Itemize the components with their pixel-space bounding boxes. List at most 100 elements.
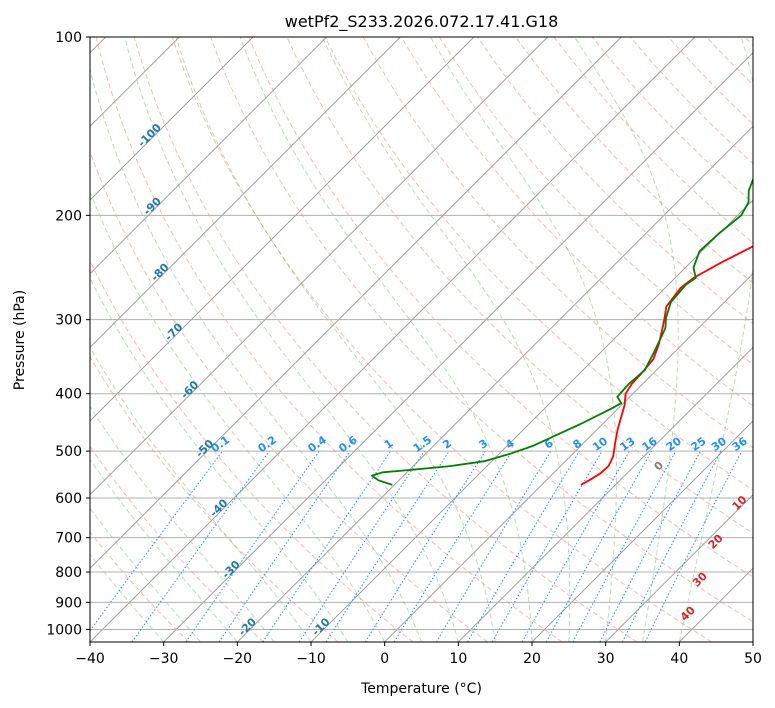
x-tick-label: −10 bbox=[296, 651, 326, 667]
line-labels: -100-90-80-70-60-50-40-30-20 -100.1 0.2 0.4… bbox=[135, 121, 750, 639]
mixing-ratio-line bbox=[435, 450, 552, 642]
mixing-ratio-label: 4 bbox=[503, 437, 517, 452]
isotherm-label: -90 bbox=[141, 194, 164, 217]
dry-adiabat-line bbox=[744, 37, 753, 47]
moist-adiabat-line bbox=[124, 37, 459, 642]
x-tick-label: 50 bbox=[744, 651, 762, 667]
moist-adiabat-line bbox=[90, 458, 238, 642]
y-tick-label: 100 bbox=[55, 30, 82, 46]
x-tick-label: 20 bbox=[523, 651, 541, 667]
isotherm-label: -60 bbox=[178, 378, 201, 401]
isotherm-line bbox=[457, 346, 753, 642]
isotherm-line bbox=[90, 37, 475, 422]
isotherm-line bbox=[605, 493, 753, 642]
sounding-series bbox=[371, 176, 753, 486]
isotherm-line bbox=[90, 37, 328, 275]
dry-adiabat-line bbox=[706, 37, 753, 86]
isotherm-line bbox=[531, 420, 753, 642]
mixing-ratio-label: 0.2 bbox=[256, 433, 279, 455]
moist-adiabat-line bbox=[90, 190, 386, 642]
x-axis: −40 −30 −20 −10 0 10 20 30 40 50 bbox=[75, 642, 762, 667]
dry-adiabat-line bbox=[210, 37, 753, 623]
isotherm-label: -40 bbox=[207, 496, 230, 519]
isotherm-line bbox=[90, 37, 549, 496]
isotherm-label: -100 bbox=[135, 121, 164, 150]
isotherm-label: -70 bbox=[162, 320, 185, 343]
mixing-ratio-line bbox=[521, 450, 630, 642]
x-tick-label: 0 bbox=[380, 651, 389, 667]
dry-adiabat-line bbox=[90, 259, 414, 642]
y-tick-label: 700 bbox=[55, 531, 82, 547]
x-tick-label: 40 bbox=[670, 651, 688, 667]
dry-adiabat-line bbox=[171, 37, 712, 642]
mixing-ratio-line bbox=[644, 450, 743, 642]
isotherm-line bbox=[678, 567, 753, 642]
dry-adiabat-line bbox=[324, 37, 753, 491]
mixing-ratio-label: 2 bbox=[440, 437, 454, 452]
x-tick-label: 10 bbox=[449, 651, 467, 667]
y-tick-label: 800 bbox=[55, 565, 82, 581]
isotherm-line bbox=[90, 37, 254, 201]
isotherm-label: -30 bbox=[220, 558, 243, 581]
mixing-ratio-line bbox=[364, 450, 486, 642]
mixing-ratio-line bbox=[545, 450, 653, 642]
dry-adiabat-line bbox=[90, 356, 339, 642]
background-lines bbox=[90, 37, 753, 642]
mixing-ratio-line bbox=[467, 450, 580, 642]
dry-adiabat-line bbox=[591, 37, 753, 204]
dry-adiabat-line bbox=[668, 37, 753, 125]
dry-adiabat-line bbox=[400, 37, 753, 407]
y-tick-label: 500 bbox=[55, 444, 82, 460]
y-axis: 1000 900 800 700 600 500 400 300 200 100 bbox=[46, 30, 90, 638]
dry-adiabat-line bbox=[438, 37, 753, 366]
dry-adiabat-line bbox=[90, 445, 264, 642]
dry-adiabat-line bbox=[515, 37, 753, 284]
mixing-ratio-line bbox=[262, 450, 392, 642]
isotherm-line bbox=[90, 37, 696, 642]
x-axis-label: Temperature (°C) bbox=[360, 681, 482, 697]
isotherm-line bbox=[90, 37, 622, 570]
dry-adiabat-line bbox=[133, 37, 638, 642]
mixing-ratio-line bbox=[185, 450, 320, 642]
x-tick-label: −20 bbox=[223, 651, 253, 667]
mixing-ratio-label: 0.1 bbox=[209, 433, 232, 455]
mixing-ratio-line bbox=[131, 450, 270, 642]
y-tick-label: 200 bbox=[55, 208, 82, 224]
moist-adiabat-label: 40 bbox=[678, 604, 698, 624]
mixing-ratio-label: 1.5 bbox=[411, 433, 434, 455]
mixing-ratio-line bbox=[572, 450, 677, 642]
mixing-ratio-label: 0.6 bbox=[336, 433, 360, 455]
isotherm-line bbox=[384, 272, 753, 642]
moist-adiabat-line bbox=[573, 37, 679, 642]
mixing-ratio-label: 0.4 bbox=[306, 433, 330, 455]
moist-adiabat-label: 10 bbox=[730, 493, 750, 513]
mixing-ratio-line bbox=[621, 450, 722, 642]
y-tick-label: 300 bbox=[55, 313, 82, 329]
x-tick-label: −40 bbox=[75, 651, 105, 667]
x-tick-label: −30 bbox=[149, 651, 179, 667]
moist-adiabat-line bbox=[678, 37, 753, 642]
dry-adiabat-line bbox=[90, 531, 190, 642]
mixing-ratio-line bbox=[599, 450, 701, 642]
y-tick-label: 600 bbox=[55, 491, 82, 507]
dry-adiabat-line bbox=[95, 37, 563, 642]
dry-adiabat-line bbox=[90, 150, 488, 642]
moist-adiabat-line bbox=[90, 67, 422, 642]
dry-adiabat-line bbox=[248, 37, 753, 578]
mixing-ratio-line bbox=[393, 450, 513, 642]
moist-adiabat-line bbox=[429, 37, 617, 642]
temperature-line bbox=[580, 245, 753, 486]
plot-frame bbox=[89, 36, 754, 643]
y-tick-label: 900 bbox=[55, 595, 82, 611]
dewpoint-line bbox=[371, 176, 753, 486]
isotherm-line bbox=[310, 199, 753, 642]
isotherm-line bbox=[752, 641, 753, 642]
mixing-ratio-line bbox=[218, 450, 351, 642]
chart-title: wetPf2_S233.2026.072.17.41.G18 bbox=[285, 12, 559, 32]
mixing-ratio-line bbox=[90, 450, 223, 632]
mixing-ratio-label: 1 bbox=[382, 437, 396, 452]
isotherm-line bbox=[90, 37, 401, 349]
x-tick-label: 30 bbox=[597, 651, 615, 667]
isotherm-line bbox=[236, 125, 753, 642]
